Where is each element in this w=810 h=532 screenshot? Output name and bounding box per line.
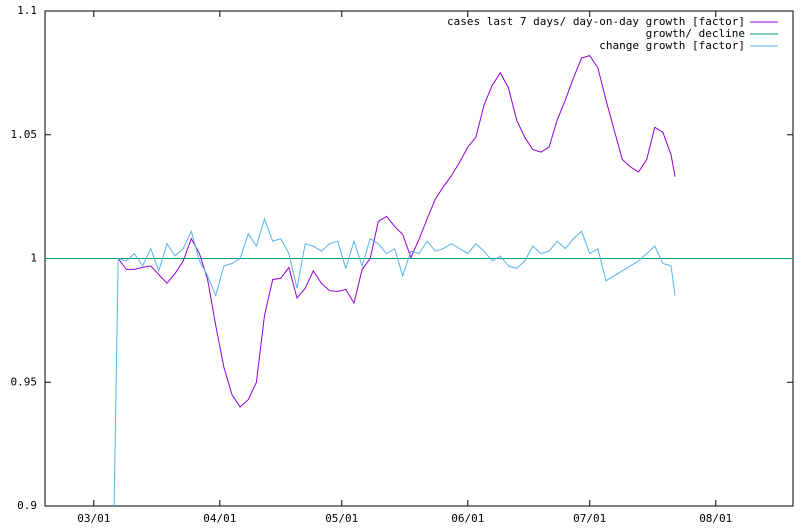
legend-label: growth/ decline xyxy=(646,27,745,40)
x-tick-label: 05/01 xyxy=(325,512,358,525)
x-tick-label: 07/01 xyxy=(573,512,606,525)
legend-label: cases last 7 days/ day-on-day growth [fa… xyxy=(447,15,745,28)
series-line xyxy=(113,217,676,507)
legend-label: change growth [factor] xyxy=(599,39,745,52)
y-tick-label: 1.05 xyxy=(11,128,38,141)
x-tick-label: 06/01 xyxy=(451,512,484,525)
y-tick-label: 1 xyxy=(30,252,37,265)
x-tick-label: 04/01 xyxy=(203,512,236,525)
x-tick-label: 03/01 xyxy=(77,512,110,525)
x-tick-label: 08/01 xyxy=(699,512,732,525)
series-line xyxy=(117,55,676,408)
y-tick-label: 1.1 xyxy=(17,4,37,17)
y-tick-label: 0.9 xyxy=(17,499,37,512)
y-tick-label: 0.95 xyxy=(11,375,38,388)
